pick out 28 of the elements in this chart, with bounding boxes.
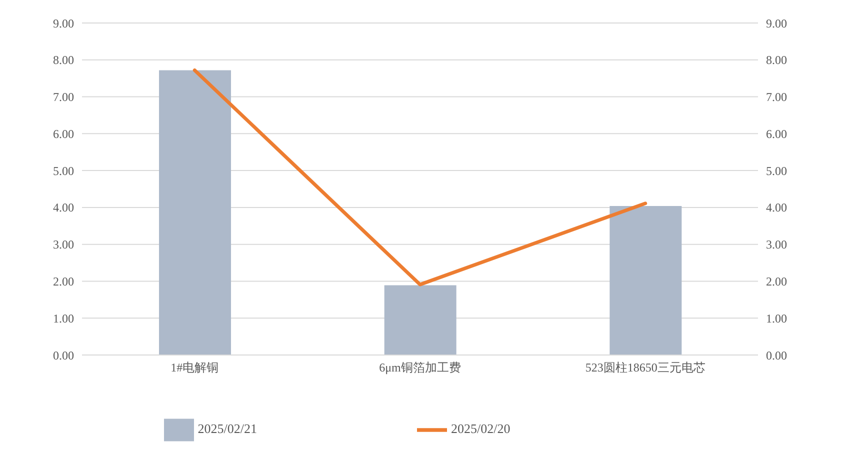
- y2-tick-label: 9.00: [766, 16, 787, 30]
- legend-label: 2025/02/20: [451, 420, 510, 436]
- y-tick-label: 1.00: [53, 311, 74, 326]
- y-tick-label: 9.00: [53, 16, 74, 30]
- y2-tick-label: 8.00: [766, 53, 787, 68]
- y-tick-label: 6.00: [53, 126, 74, 141]
- x-tick-label: 6μm铜箔加工费: [379, 360, 461, 375]
- bar: [610, 206, 682, 355]
- y2-tick-label: 3.00: [766, 238, 787, 252]
- x-tick-label: 523圆柱18650三元电芯: [585, 360, 706, 375]
- x-tick-label: 1#电解铜: [170, 360, 219, 375]
- y2-tick-label: 4.00: [766, 200, 787, 215]
- bar: [159, 70, 231, 355]
- bar: [384, 285, 456, 355]
- y-tick-label: 3.00: [53, 238, 74, 252]
- y2-tick-label: 5.00: [766, 164, 787, 178]
- y-tick-label: 5.00: [53, 164, 74, 178]
- y-tick-label: 0.00: [53, 348, 74, 362]
- y2-tick-label: 1.00: [766, 311, 787, 326]
- y2-tick-label: 6.00: [766, 126, 787, 141]
- y2-tick-label: 2.00: [766, 274, 787, 288]
- y2-tick-label: 7.00: [766, 90, 787, 104]
- y-tick-label: 8.00: [53, 53, 74, 68]
- legend-label: 2025/02/21: [198, 420, 257, 436]
- y2-tick-label: 0.00: [766, 348, 787, 362]
- y-tick-label: 4.00: [53, 200, 74, 215]
- y-tick-label: 7.00: [53, 90, 74, 104]
- y-tick-label: 2.00: [53, 274, 74, 288]
